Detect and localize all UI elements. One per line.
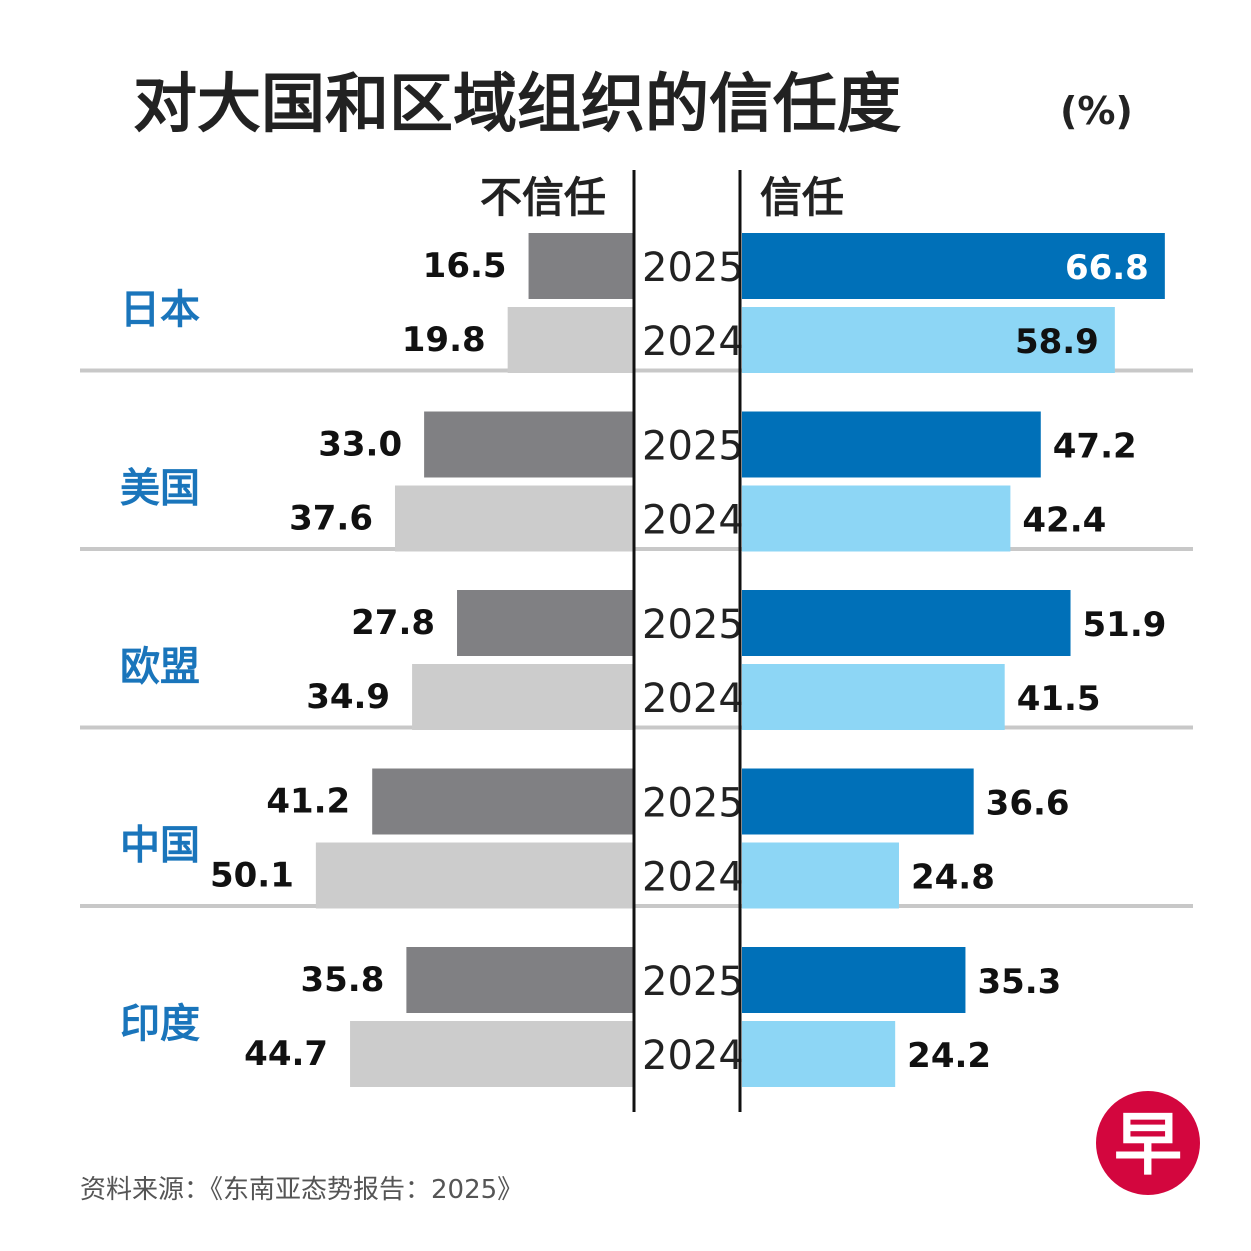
year-label: 2025 — [642, 245, 744, 291]
header-trust: 信任 — [760, 173, 844, 222]
bar-distrust-2025 — [372, 768, 633, 835]
category-label: 日本 — [120, 287, 200, 333]
value-label: 16.5 — [423, 246, 507, 286]
value-label: 51.9 — [1083, 605, 1167, 645]
bar-distrust-2024 — [507, 307, 633, 373]
bar-trust-2024 — [742, 842, 899, 909]
value-label: 41.5 — [1017, 679, 1101, 719]
value-label: 58.9 — [1015, 322, 1099, 362]
category-label: 中国 — [120, 823, 200, 869]
value-label: 35.3 — [977, 962, 1061, 1002]
bar-distrust-2025 — [528, 233, 633, 299]
year-label: 2024 — [642, 1033, 744, 1079]
value-label: 36.6 — [986, 784, 1070, 824]
bar-distrust-2025 — [406, 947, 633, 1013]
bar-trust-2024 — [742, 307, 1115, 373]
value-label: 19.8 — [402, 320, 486, 360]
logo: 早 — [1096, 1091, 1200, 1195]
value-label: 34.9 — [306, 677, 390, 717]
year-label: 2025 — [642, 602, 744, 648]
bar-trust-2025 — [742, 233, 1165, 299]
bar-trust-2025 — [742, 768, 974, 835]
value-label: 35.8 — [300, 960, 384, 1000]
category-label: 欧盟 — [120, 644, 200, 690]
year-label: 2024 — [642, 498, 744, 544]
chart-unit: (%) — [1060, 89, 1133, 133]
value-label: 66.8 — [1065, 248, 1149, 288]
bar-trust-2024 — [742, 664, 1005, 730]
year-label: 2025 — [642, 781, 744, 827]
bar-trust-2024 — [742, 485, 1011, 552]
value-label: 41.2 — [266, 782, 350, 822]
logo-glyph: 早 — [1114, 1106, 1182, 1185]
category-label: 美国 — [120, 466, 200, 512]
value-label: 33.0 — [318, 425, 402, 465]
bar-distrust-2024 — [350, 1021, 633, 1087]
value-label: 24.2 — [907, 1036, 991, 1076]
value-label: 44.7 — [244, 1034, 328, 1074]
year-label: 2024 — [642, 319, 744, 365]
bar-trust-2025 — [742, 947, 966, 1013]
value-label: 50.1 — [210, 856, 294, 896]
bar-trust-2024 — [742, 1021, 896, 1087]
value-label: 27.8 — [351, 603, 435, 643]
year-label: 2024 — [642, 676, 744, 722]
bar-distrust-2024 — [412, 664, 633, 730]
value-label: 42.4 — [1022, 501, 1106, 541]
year-label: 2024 — [642, 855, 744, 901]
source-note: 资料来源：《东南亚态势报告：2025》 — [80, 1175, 523, 1205]
bar-trust-2025 — [742, 590, 1071, 656]
value-label: 24.8 — [911, 858, 995, 898]
bar-distrust-2025 — [457, 590, 633, 656]
value-label: 47.2 — [1053, 427, 1137, 467]
bar-distrust-2025 — [424, 411, 633, 478]
bar-distrust-2024 — [315, 842, 633, 909]
bar-distrust-2024 — [394, 485, 633, 552]
value-label: 37.6 — [289, 499, 373, 539]
year-label: 2025 — [642, 959, 744, 1005]
category-label: 印度 — [120, 1001, 200, 1047]
chart-title: 对大国和区域组织的信任度 — [133, 68, 901, 142]
year-label: 2025 — [642, 424, 744, 470]
bar-trust-2025 — [742, 411, 1041, 478]
header-distrust: 不信任 — [480, 173, 606, 222]
